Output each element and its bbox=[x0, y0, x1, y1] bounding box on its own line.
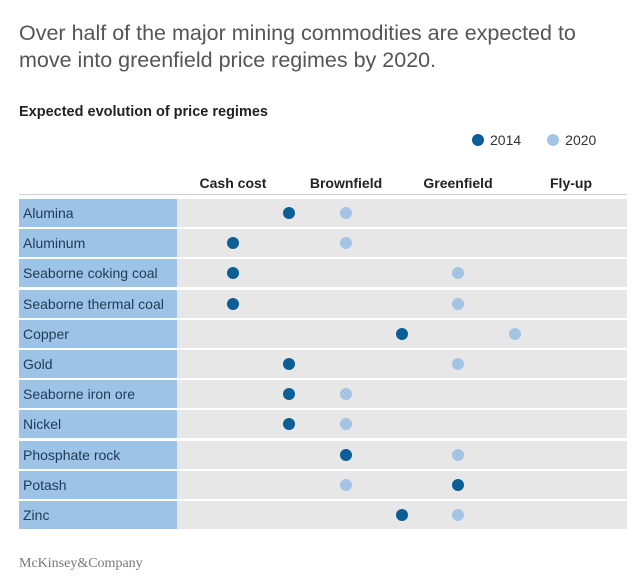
row-band bbox=[177, 380, 627, 409]
chart-row: Nickel bbox=[19, 410, 627, 439]
marker-2020 bbox=[452, 448, 465, 461]
marker-2014 bbox=[283, 388, 296, 401]
row-band bbox=[177, 350, 627, 378]
chart-row: Alumina bbox=[19, 199, 627, 227]
legend-item-2014: 2014 bbox=[472, 132, 521, 148]
commodity-label: Copper bbox=[19, 319, 177, 348]
company-logo: McKinsey&Company bbox=[19, 556, 143, 571]
commodity-label: Nickel bbox=[19, 410, 177, 439]
marker-2020 bbox=[339, 418, 352, 431]
marker-2014 bbox=[396, 327, 409, 340]
marker-2020 bbox=[339, 478, 352, 491]
marker-2014 bbox=[227, 297, 239, 310]
commodity-label: Potash bbox=[19, 470, 177, 499]
marker-2014 bbox=[396, 509, 409, 521]
chart-row: Copper bbox=[19, 319, 627, 348]
marker-2014 bbox=[339, 448, 352, 461]
row-band bbox=[177, 470, 627, 499]
legend-swatch-2020 bbox=[547, 134, 560, 146]
chart-row: Aluminum bbox=[19, 229, 627, 258]
marker-2014 bbox=[227, 267, 239, 280]
header-divider bbox=[19, 194, 627, 195]
marker-2014 bbox=[283, 358, 296, 370]
marker-2020 bbox=[452, 358, 465, 370]
chart-title: Expected evolution of price regimes bbox=[19, 104, 268, 120]
chart-row: Seaborne iron ore bbox=[19, 380, 627, 409]
marker-2020 bbox=[339, 237, 352, 250]
commodity-label: Seaborne coking coal bbox=[19, 259, 177, 288]
marker-2020 bbox=[339, 207, 352, 219]
chart-row: Phosphate rock bbox=[19, 440, 627, 469]
commodity-label: Zinc bbox=[19, 501, 177, 529]
marker-2014 bbox=[227, 237, 239, 250]
chart-row: Gold bbox=[19, 350, 627, 378]
marker-2014 bbox=[283, 418, 296, 431]
marker-2014 bbox=[452, 478, 465, 491]
chart-row: Potash bbox=[19, 470, 627, 499]
column-header-greenfield: Greenfield bbox=[423, 175, 493, 191]
row-band bbox=[177, 410, 627, 439]
commodity-label: Phosphate rock bbox=[19, 440, 177, 469]
column-header-brownfield: Brownfield bbox=[309, 175, 383, 191]
row-band bbox=[177, 199, 627, 227]
marker-2020 bbox=[452, 509, 465, 521]
row-band bbox=[177, 229, 627, 258]
commodity-label: Gold bbox=[19, 350, 177, 378]
marker-2014 bbox=[283, 207, 296, 219]
legend-item-2020: 2020 bbox=[547, 132, 596, 148]
marker-2020 bbox=[339, 388, 352, 401]
legend: 2014 2020 bbox=[472, 132, 596, 148]
commodity-label: Aluminum bbox=[19, 229, 177, 258]
legend-label-2014: 2014 bbox=[490, 132, 522, 148]
row-band bbox=[177, 289, 627, 318]
row-band bbox=[177, 259, 627, 288]
commodity-label: Alumina bbox=[19, 199, 177, 227]
marker-2020 bbox=[452, 267, 465, 280]
chart-row: Seaborne thermal coal bbox=[19, 289, 627, 318]
column-header-cash-cost: Cash cost bbox=[199, 175, 267, 191]
row-band bbox=[177, 440, 627, 469]
marker-2020 bbox=[452, 297, 465, 310]
headline: Over half of the major mining commoditie… bbox=[19, 21, 576, 72]
commodity-label: Seaborne thermal coal bbox=[19, 289, 177, 318]
marker-2020 bbox=[508, 327, 521, 340]
legend-label-2020: 2020 bbox=[565, 132, 597, 148]
commodity-label: Seaborne iron ore bbox=[19, 380, 177, 409]
column-header-fly-up: Fly-up bbox=[550, 175, 592, 191]
chart-row: Seaborne coking coal bbox=[19, 259, 627, 288]
chart-row: Zinc bbox=[19, 501, 627, 529]
legend-swatch-2014 bbox=[472, 134, 484, 146]
